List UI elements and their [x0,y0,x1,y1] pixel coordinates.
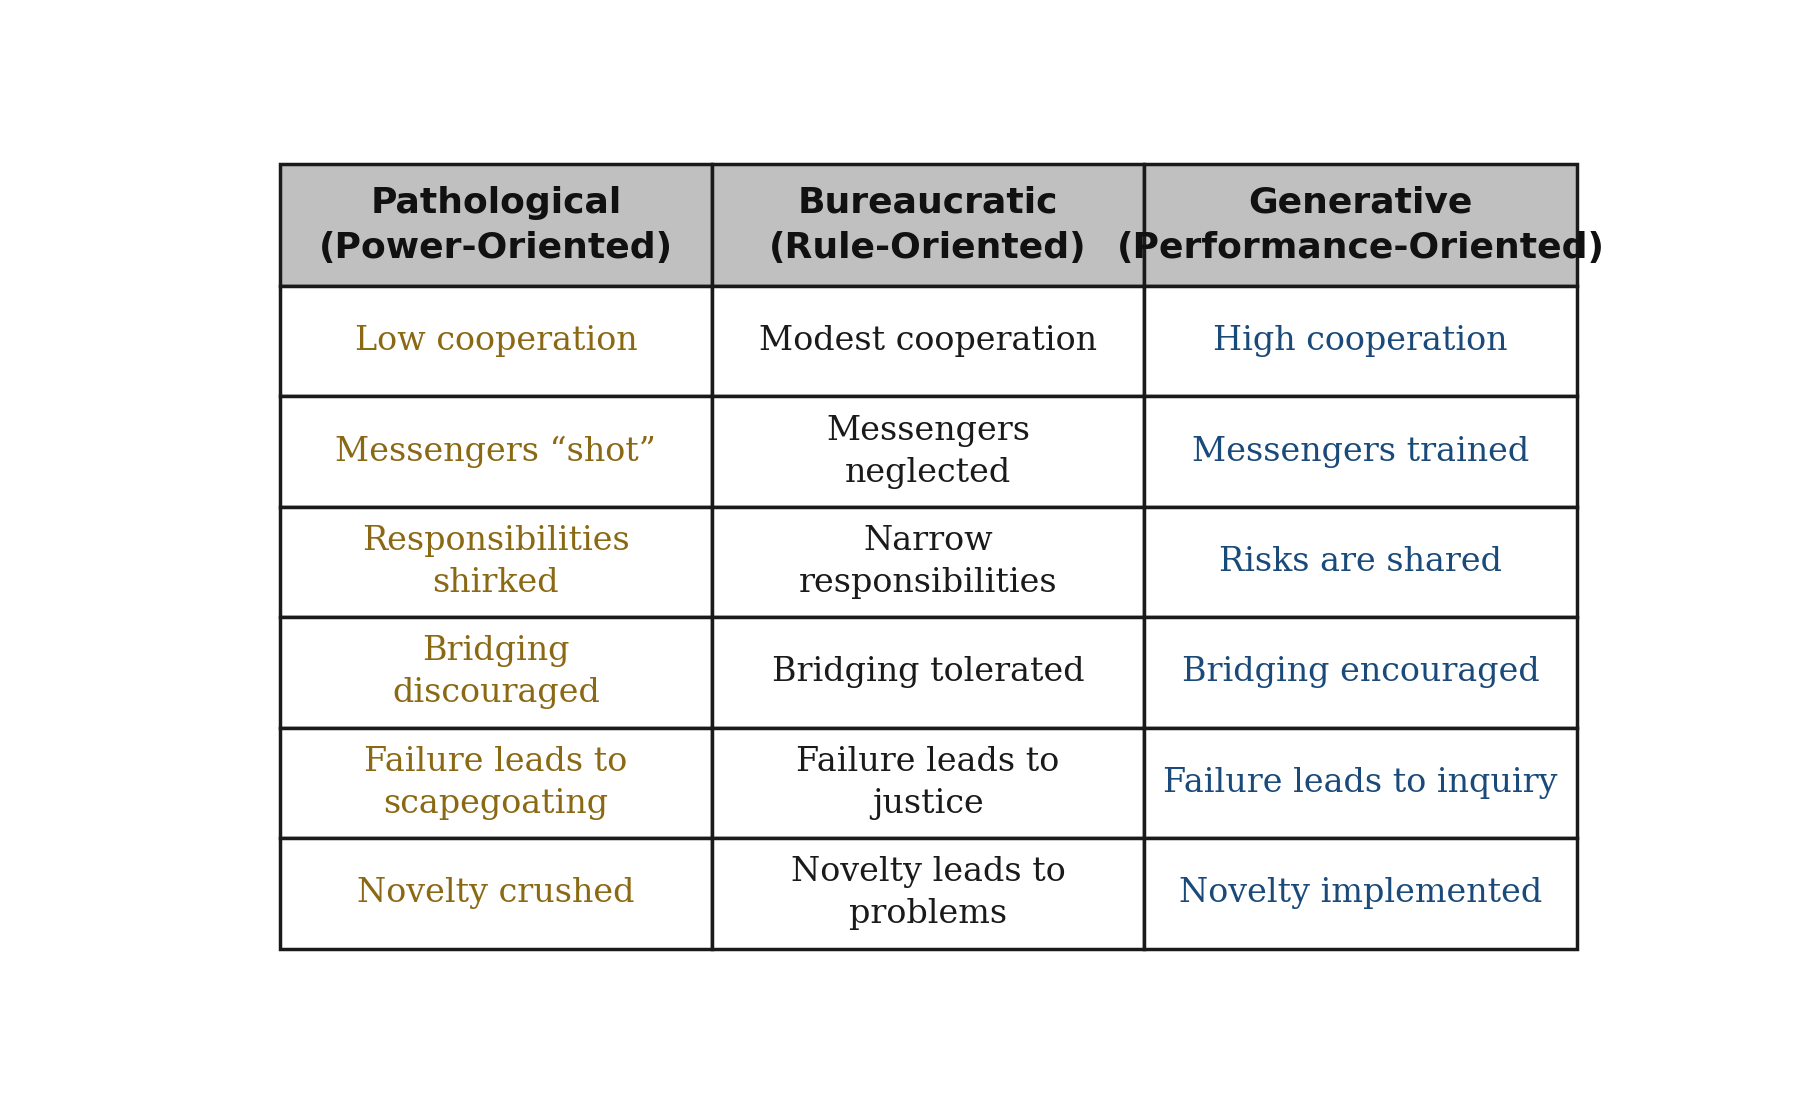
Bar [279,287,712,397]
Text: Responsibilities
shirked: Responsibilities shirked [362,525,631,599]
Text: Pathological
(Power-Oriented): Pathological (Power-Oriented) [319,186,672,264]
Text: Bridging tolerated: Bridging tolerated [772,657,1084,689]
Text: Low cooperation: Low cooperation [355,325,638,357]
Text: Bridging encouraged: Bridging encouraged [1181,657,1540,689]
Bar [712,727,1143,839]
Text: Failure leads to
justice: Failure leads to justice [797,746,1060,820]
Bar [279,164,712,287]
Text: Risks are shared: Risks are shared [1219,547,1502,579]
Text: Novelty implemented: Novelty implemented [1180,877,1542,909]
Bar [712,287,1143,397]
Text: Narrow
responsibilities: Narrow responsibilities [799,525,1058,599]
Text: Failure leads to
scapegoating: Failure leads to scapegoating [364,746,627,820]
Bar [712,507,1143,617]
Bar [279,617,712,727]
Text: Novelty leads to
problems: Novelty leads to problems [790,856,1065,930]
Bar [1143,839,1578,949]
Bar [279,727,712,839]
Bar [712,617,1143,727]
Text: Messengers trained: Messengers trained [1192,435,1529,467]
Bar [712,164,1143,287]
Text: Novelty crushed: Novelty crushed [357,877,634,909]
Bar [279,839,712,949]
Text: Bureaucratic
(Rule-Oriented): Bureaucratic (Rule-Oriented) [768,186,1087,264]
Text: Messengers
neglected: Messengers neglected [826,414,1029,488]
Bar [712,397,1143,507]
Bar [279,397,712,507]
Bar [1143,727,1578,839]
Bar [1143,507,1578,617]
Bar [1143,617,1578,727]
Bar [712,839,1143,949]
Bar [279,507,712,617]
Text: High cooperation: High cooperation [1214,325,1508,357]
Text: Generative
(Performance-Oriented): Generative (Performance-Oriented) [1116,186,1605,264]
Text: Bridging
discouraged: Bridging discouraged [391,636,600,710]
Text: Modest cooperation: Modest cooperation [759,325,1096,357]
Bar [1143,287,1578,397]
Bar [1143,164,1578,287]
Text: Failure leads to inquiry: Failure leads to inquiry [1163,767,1558,799]
Bar [1143,397,1578,507]
Text: Messengers “shot”: Messengers “shot” [335,435,656,468]
